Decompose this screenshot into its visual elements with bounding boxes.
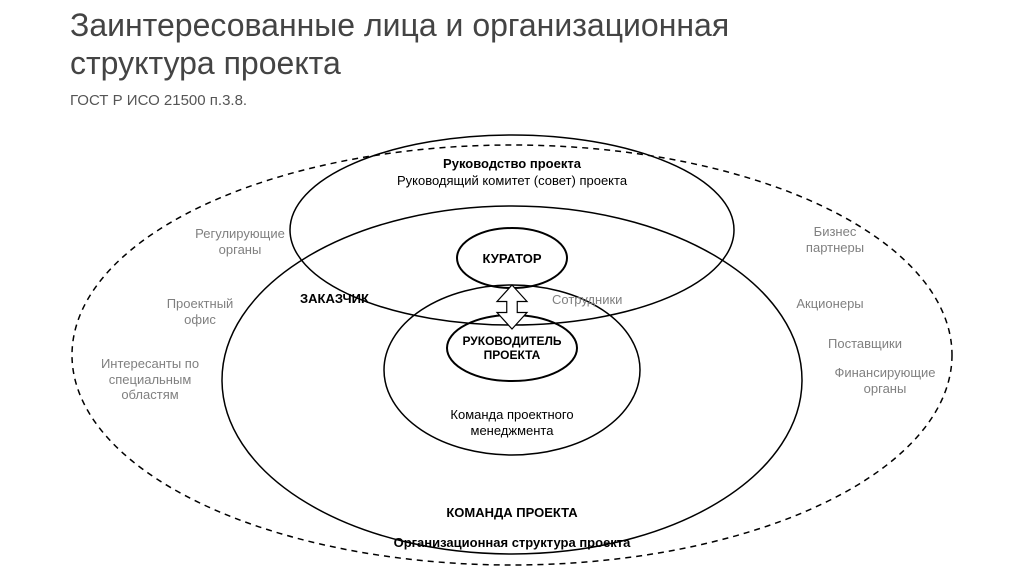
customer-label: ЗАКАЗЧИК — [300, 291, 400, 307]
sme-label: Интересанты по специальным областям — [85, 356, 215, 403]
pm-team-label: Команда проектного менеджмента — [412, 407, 612, 438]
financing-label: Финансирующие органы — [815, 365, 955, 396]
curator-label: КУРАТОР — [462, 251, 562, 267]
double-arrow-icon — [497, 285, 527, 329]
governance-subtitle: Руководящий комитет (совет) проекта — [362, 173, 662, 189]
governance-title: Руководство проекта — [412, 156, 612, 172]
project-team-label: КОМАНДА ПРОЕКТА — [412, 505, 612, 521]
employees-label: Сотрудники — [552, 292, 672, 308]
diagram-svg — [0, 0, 1024, 574]
project-manager-label: РУКОВОДИТЕЛЬ ПРОЕКТА — [452, 334, 572, 363]
suppliers-label: Поставщики — [805, 336, 925, 352]
org-structure-label: Организационная структура проекта — [362, 535, 662, 551]
pmo-label: Проектный офис — [145, 296, 255, 327]
shareholders-label: Акционеры — [770, 296, 890, 312]
slide: Заинтересованные лица и организационная … — [0, 0, 1024, 574]
partners-label: Бизнес партнеры — [785, 224, 885, 255]
regulators-label: Регулирующие органы — [180, 226, 300, 257]
